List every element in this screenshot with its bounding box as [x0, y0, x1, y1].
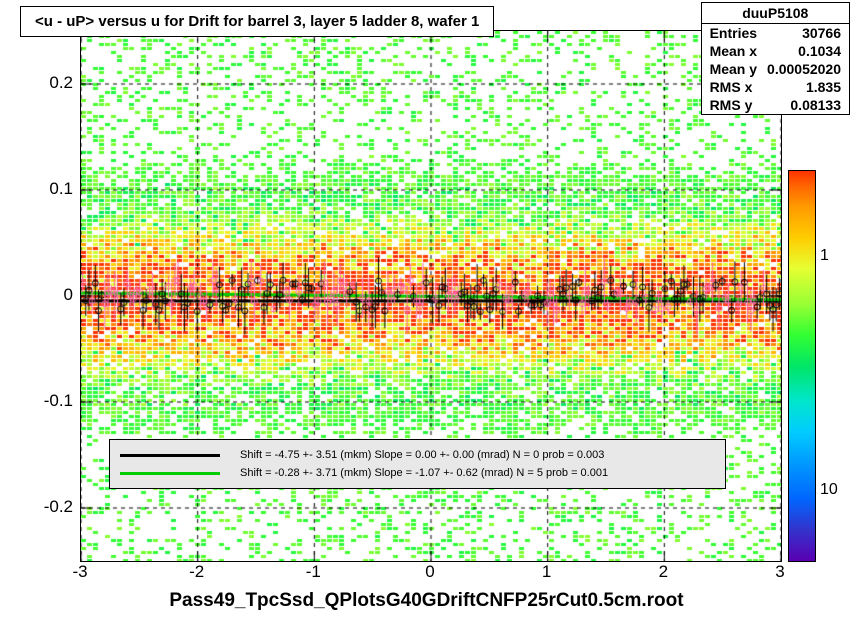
legend-row: Shift = -0.28 +- 3.71 (mkm) Slope = -1.0…	[120, 464, 715, 482]
stats-name: duuP5108	[702, 3, 849, 24]
y-tick-label: -0.1	[44, 391, 73, 411]
fit-legend: Shift = -4.75 +- 3.51 (mkm) Slope = 0.00…	[109, 439, 726, 489]
y-tick-label: 0.2	[49, 73, 73, 93]
legend-text: Shift = -0.28 +- 3.71 (mkm) Slope = -1.0…	[240, 467, 608, 479]
caption-text: Pass49_TpcSsd_QPlotsG40GDriftCNFP25rCut0…	[169, 590, 683, 611]
stats-label: Mean y	[710, 61, 757, 77]
x-tick-label: 3	[775, 562, 784, 582]
legend-text: Shift = -4.75 +- 3.51 (mkm) Slope = 0.00…	[240, 449, 604, 461]
stats-box: duuP5108 Entries 30766 Mean x 0.1034 Mean y 0…	[701, 2, 850, 115]
legend-line-sample	[120, 472, 220, 475]
stats-row: RMS y 0.08133	[702, 96, 849, 114]
y-tick-label: 0	[64, 285, 73, 305]
stats-value: 1.835	[806, 79, 841, 95]
plot-area: Shift = -4.75 +- 3.51 (mkm) Slope = 0.00…	[80, 30, 782, 562]
plot-title-text: <u - uP> versus u for Drift for barrel 3…	[35, 13, 479, 30]
stats-label: RMS y	[710, 97, 753, 113]
stats-value: 0.1034	[798, 43, 841, 59]
caption: Pass49_TpcSsd_QPlotsG40GDriftCNFP25rCut0…	[0, 590, 853, 612]
x-tick-label: -1	[306, 562, 321, 582]
stats-row: Mean x 0.1034	[702, 42, 849, 60]
x-tick-label: -2	[189, 562, 204, 582]
stats-value: 30766	[802, 25, 841, 41]
x-tick-label: -3	[72, 562, 87, 582]
stats-label: RMS x	[710, 79, 753, 95]
colorbar-tick-label: 10	[820, 481, 838, 499]
legend-line-sample	[120, 454, 220, 457]
stats-value: 0.08133	[790, 97, 841, 113]
y-tick-label: 0.1	[49, 179, 73, 199]
stats-label: Mean x	[710, 43, 757, 59]
plot-title: <u - uP> versus u for Drift for barrel 3…	[20, 6, 494, 37]
chart-container: <u - uP> versus u for Drift for barrel 3…	[0, 0, 853, 625]
stats-row: Entries 30766	[702, 24, 849, 42]
colorbar	[788, 170, 816, 562]
stats-label: Entries	[710, 25, 757, 41]
stats-row: Mean y 0.00052020	[702, 60, 849, 78]
y-tick-label: -0.2	[44, 497, 73, 517]
stats-rows: Entries 30766 Mean x 0.1034 Mean y 0.00052020…	[702, 24, 849, 114]
stats-row: RMS x 1.835	[702, 78, 849, 96]
stats-value: 0.00052020	[767, 61, 841, 77]
colorbar-tick-label: 1	[820, 247, 829, 265]
x-tick-label: 0	[425, 562, 434, 582]
x-tick-label: 2	[659, 562, 668, 582]
legend-row: Shift = -4.75 +- 3.51 (mkm) Slope = 0.00…	[120, 446, 715, 464]
x-tick-label: 1	[542, 562, 551, 582]
